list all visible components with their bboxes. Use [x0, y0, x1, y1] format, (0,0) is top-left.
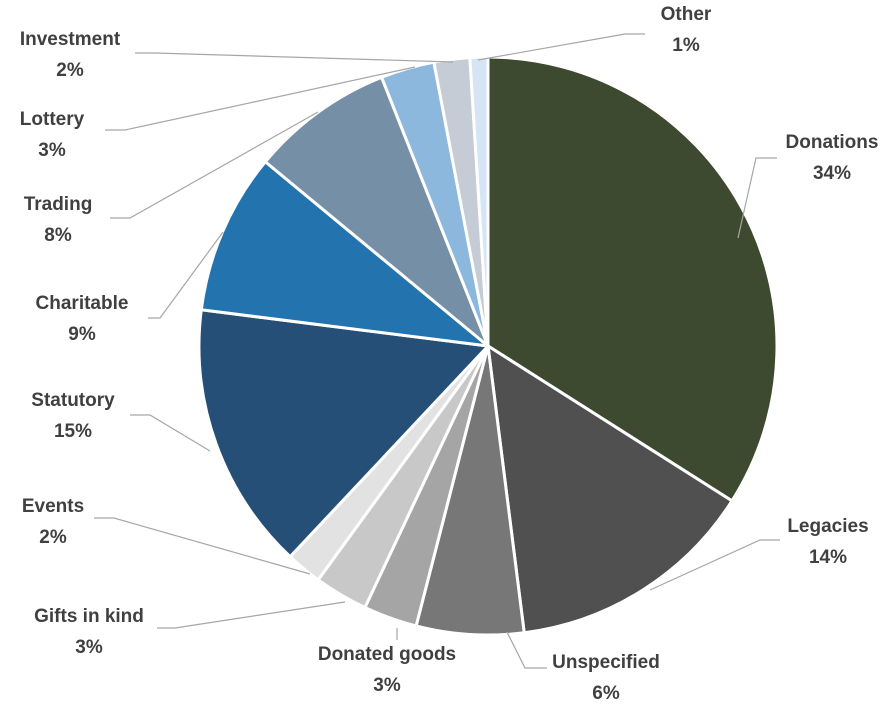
slice-value-label: 2% — [56, 60, 84, 81]
slice-label: Donations — [786, 132, 879, 153]
slice-label: Gifts in kind — [34, 606, 144, 627]
slice-label: Events — [22, 496, 84, 517]
leader-line — [737, 157, 777, 239]
pie-slice-other — [468, 55, 490, 348]
slice-value-label: 8% — [44, 225, 72, 246]
leader-line — [94, 517, 311, 575]
slice-value-label: 3% — [38, 140, 66, 161]
slice-value-label: 1% — [672, 35, 700, 56]
leader-line — [148, 231, 224, 319]
slice-label: Investment — [20, 29, 121, 50]
slice-label: Lottery — [20, 109, 85, 130]
leader-line — [135, 52, 454, 63]
leader-line — [105, 66, 416, 131]
leader-line — [506, 631, 547, 669]
leader-line — [157, 601, 346, 629]
slice-label: Donated goods — [318, 644, 456, 665]
pie-slice-trading — [263, 75, 490, 348]
slice-label: Trading — [24, 194, 93, 215]
pie-slice-statutory — [197, 308, 490, 559]
leader-line — [477, 33, 645, 61]
slice-label: Other — [661, 4, 712, 25]
slice-label: Legacies — [787, 516, 868, 537]
slice-value-label: 9% — [68, 324, 96, 345]
slice-label: Statutory — [31, 390, 115, 411]
leader-line — [130, 414, 211, 452]
slice-value-label: 3% — [75, 637, 103, 658]
pie-slice-donations — [486, 55, 779, 503]
slice-value-label: 2% — [39, 527, 67, 548]
labels-layer: Donations 34% Legacies 14% Unspecified 6% Dona… — [20, 4, 879, 704]
leaders-layer — [94, 33, 780, 669]
leader-line — [110, 111, 319, 219]
pie-slice-charitable — [199, 160, 490, 348]
pie-slice-legacies — [486, 344, 734, 635]
slices-layer — [197, 55, 779, 637]
slice-label: Unspecified — [552, 652, 660, 673]
slice-value-label: 34% — [813, 163, 851, 184]
slice-value-label: 3% — [373, 675, 401, 696]
slice-label: Charitable — [36, 293, 129, 314]
slice-value-label: 6% — [592, 683, 620, 704]
slice-value-label: 14% — [809, 547, 847, 568]
leader-line — [649, 539, 780, 591]
slice-value-label: 15% — [54, 421, 92, 442]
